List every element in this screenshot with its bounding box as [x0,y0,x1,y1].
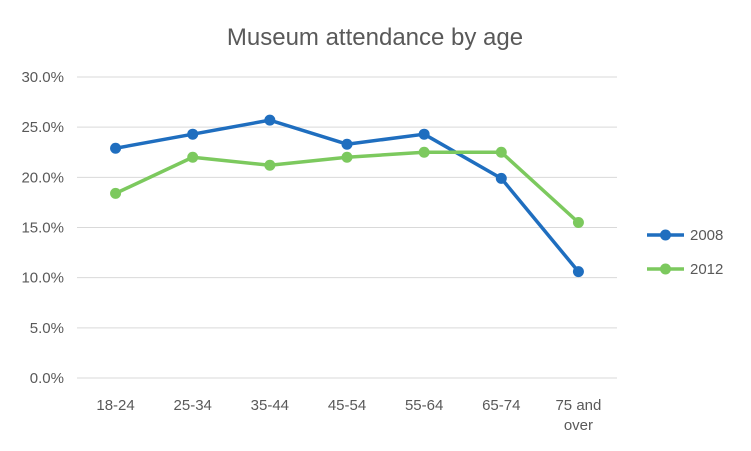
series-2012 [110,146,584,228]
x-tick-label: 75 and [555,397,601,414]
data-point [572,216,584,228]
x-axis-ticks: 18-24 25-34 35-44 45-54 55-64 65-74 75 and over [96,397,601,434]
data-point [418,146,430,158]
legend: 2008 2012 [647,227,723,278]
data-point [187,128,199,140]
data-point [418,128,430,140]
data-point [264,159,276,171]
data-point [110,187,122,199]
data-point [341,138,353,150]
y-tick-label: 20.0% [21,169,64,186]
data-point [572,266,584,278]
legend-label: 2008 [690,227,723,244]
y-tick-label: 5.0% [30,320,64,337]
data-point [187,151,199,163]
gridlines [77,76,617,379]
series-layer [110,114,584,278]
x-tick-label: 55-64 [405,397,443,414]
data-point [110,142,122,154]
x-tick-label: 18-24 [96,397,134,414]
chart-title: Museum attendance by age [227,24,523,51]
data-point [341,151,353,163]
series-2008 [110,114,584,278]
y-tick-label: 15.0% [21,220,64,237]
data-point [495,146,507,158]
x-tick-label: 65-74 [482,397,520,414]
legend-item-2008: 2008 [647,227,723,244]
legend-label: 2012 [690,261,723,278]
y-axis-ticks: 0.0% 5.0% 10.0% 15.0% 20.0% 25.0% 30.0% [21,69,64,387]
y-tick-label: 0.0% [30,370,64,387]
y-tick-label: 10.0% [21,270,64,287]
y-tick-label: 25.0% [21,119,64,136]
x-tick-label: 45-54 [328,397,366,414]
x-tick-label: 25-34 [174,397,212,414]
y-tick-label: 30.0% [21,69,64,86]
data-point [264,114,276,126]
legend-item-2012: 2012 [647,261,723,278]
legend-swatch-marker [660,229,671,241]
x-tick-label: 35-44 [251,397,289,414]
data-point [495,172,507,184]
legend-swatch-marker [660,263,671,275]
x-tick-label: over [564,417,593,434]
